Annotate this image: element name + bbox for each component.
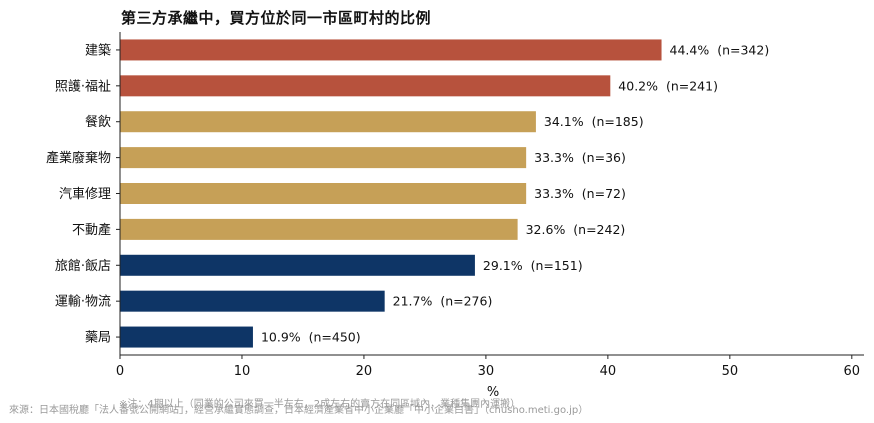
bar — [120, 75, 611, 97]
x-tick-label: 40 — [600, 364, 617, 379]
x-tick-label: 50 — [722, 364, 739, 379]
bar-data-label: 10.9% (n=450) — [261, 330, 361, 345]
y-tick-label: 不動產 — [72, 222, 111, 238]
chart-source: 來源：日本國稅廳「法人番號公開網站」，經營承繼實態調查，日本經濟產業省中小企業廳… — [9, 405, 589, 416]
x-tick-label: 10 — [234, 364, 251, 379]
bar — [120, 326, 253, 348]
x-axis-label: % — [487, 385, 499, 400]
bar-data-label: 33.3% (n=72) — [534, 186, 626, 201]
bar — [120, 183, 527, 204]
x-tick-label: 30 — [478, 364, 495, 379]
bar-data-label: 29.1% (n=151) — [483, 258, 583, 273]
bar — [120, 218, 518, 240]
bar-data-label: 33.3% (n=36) — [534, 150, 626, 165]
x-tick-label: 0 — [116, 364, 124, 379]
bar-data-label: 40.2% (n=241) — [618, 78, 718, 93]
labels-layer: 44.4% (n=342) 40.2% (n=241) 34.1% (n=185) 3… — [261, 42, 769, 344]
bar — [120, 111, 536, 133]
bar-data-label: 32.6% (n=242) — [526, 222, 626, 237]
bar-data-label: 34.1% (n=185) — [544, 114, 644, 129]
x-tick-label: 20 — [356, 364, 373, 379]
bar-data-label: 44.4% (n=342) — [670, 42, 770, 57]
bar — [120, 39, 662, 61]
y-tick-label: 藥局 — [85, 331, 111, 346]
y-tick-label: 旅館·飯店 — [55, 259, 111, 274]
bars-layer — [120, 39, 662, 348]
bar — [120, 147, 527, 169]
y-tick-label: 汽車修理 — [59, 187, 111, 202]
y-tick-label: 建築 — [85, 43, 111, 58]
x-tick-label: 60 — [844, 364, 861, 379]
y-tick-label: 運輸·物流 — [55, 295, 111, 310]
chart-title: 第三方承繼中，買方位於同一市區町村的比例 — [121, 9, 432, 27]
y-tick-label: 照護·福祉 — [55, 78, 111, 94]
bar-data-label: 21.7% (n=276) — [393, 294, 493, 309]
y-tick-label: 產業廢棄物 — [46, 150, 111, 166]
chart-footnote: ※注：4期以上（同業的公司來買一半左右，2成左右的賣方在同區域內，業種集團內運搬… — [119, 399, 521, 410]
bar — [120, 290, 385, 312]
bar — [120, 254, 475, 276]
y-tick-label: 餐飲 — [85, 114, 111, 130]
